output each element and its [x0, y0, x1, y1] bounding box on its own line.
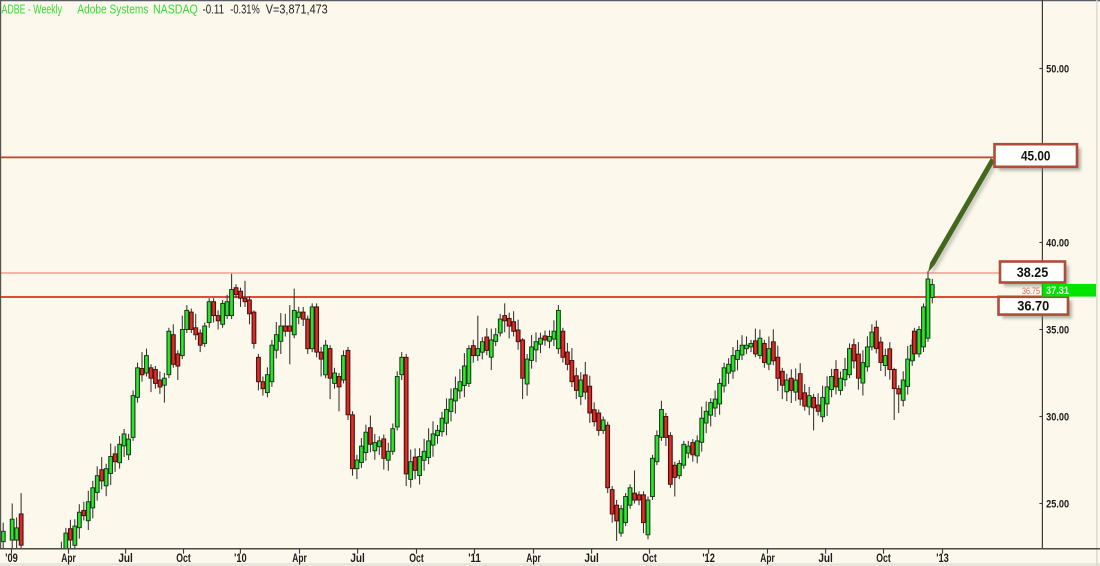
svg-text:37.31: 37.31 — [1046, 285, 1069, 297]
svg-text:Apr: Apr — [760, 551, 775, 565]
svg-text:'09: '09 — [5, 551, 18, 565]
svg-text:-0.11: -0.11 — [203, 2, 225, 16]
svg-text:25.00: 25.00 — [1046, 498, 1069, 510]
svg-text:40.00: 40.00 — [1046, 237, 1069, 249]
svg-text:Oct: Oct — [876, 551, 891, 565]
svg-text:50.00: 50.00 — [1046, 63, 1069, 75]
svg-text:Oct: Oct — [176, 551, 191, 565]
svg-text:Jul: Jul — [818, 551, 833, 565]
svg-text:'12: '12 — [702, 551, 715, 565]
svg-text:Oct: Oct — [642, 551, 657, 565]
svg-text:36.70: 36.70 — [1017, 299, 1049, 314]
svg-text:35.00: 35.00 — [1046, 324, 1069, 336]
svg-text:'13: '13 — [936, 551, 949, 565]
svg-text:ADBE - Weekly: ADBE - Weekly — [2, 2, 63, 16]
svg-text:-0.31%: -0.31% — [230, 2, 259, 16]
svg-text:V=3,871,473: V=3,871,473 — [266, 2, 328, 16]
svg-text:Oct: Oct — [409, 551, 424, 565]
svg-text:Jul: Jul — [350, 551, 365, 565]
svg-text:Apr: Apr — [61, 551, 76, 565]
svg-text:'10: '10 — [234, 551, 247, 565]
svg-text:Jul: Jul — [118, 551, 133, 565]
svg-text:Adobe Systems: Adobe Systems — [77, 2, 148, 16]
svg-text:NASDAQ: NASDAQ — [153, 2, 198, 16]
svg-text:Apr: Apr — [526, 551, 541, 565]
svg-text:Apr: Apr — [292, 551, 307, 565]
svg-text:30.00: 30.00 — [1046, 411, 1069, 423]
svg-text:36.75: 36.75 — [1022, 286, 1040, 297]
svg-text:Jul: Jul — [584, 551, 599, 565]
svg-text:'11: '11 — [468, 551, 481, 565]
svg-text:38.25: 38.25 — [1017, 265, 1049, 280]
svg-text:45.00: 45.00 — [1021, 148, 1051, 163]
